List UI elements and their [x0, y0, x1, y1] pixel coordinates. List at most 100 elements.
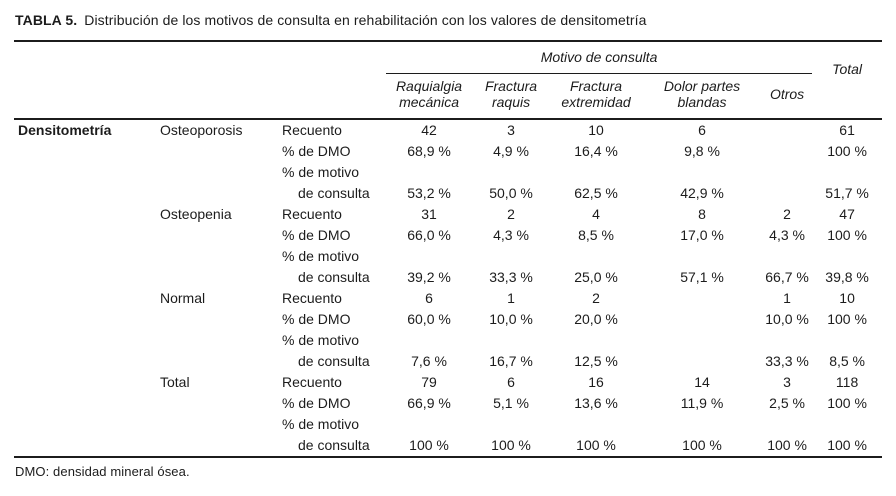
cell: 39,2 %	[407, 269, 451, 285]
corner-cell	[14, 41, 387, 120]
empty-cell	[14, 309, 154, 330]
cell: 4	[592, 206, 600, 222]
empty-cell	[14, 372, 154, 393]
table-row: Total Recuento 79 6 16 14 3 118	[14, 372, 882, 393]
group-label-normal: Normal	[160, 290, 206, 306]
cell	[550, 414, 642, 435]
cell: 4,9 %	[493, 143, 529, 159]
cell: 6	[425, 290, 433, 306]
empty-cell	[14, 288, 154, 309]
cell: 51,7 %	[825, 185, 869, 201]
cell	[762, 141, 812, 162]
stat-label: de consulta	[298, 437, 370, 453]
cell: 3	[783, 374, 791, 390]
cell: 11,9 %	[680, 395, 724, 411]
empty-cell	[154, 330, 276, 351]
densitometry-table: Motivo de consulta Total Raquialgia mecá…	[14, 40, 883, 458]
table-row: % de motivo	[14, 414, 882, 435]
cell: 16	[588, 374, 604, 390]
stat-label: Recuento	[282, 290, 342, 306]
cell: 42	[421, 122, 437, 138]
column-header-dolor-partes-blandas: Dolor partes blandas	[642, 73, 763, 120]
cell	[812, 414, 882, 435]
cell: 6	[698, 122, 706, 138]
cell	[472, 330, 550, 351]
cell: 60,0 %	[407, 311, 451, 327]
cell: 2	[507, 206, 515, 222]
cell: 31	[421, 206, 437, 222]
cell	[762, 162, 812, 183]
cell: 5,1 %	[493, 395, 529, 411]
cell: 118	[835, 374, 859, 390]
empty-cell	[154, 393, 276, 414]
cell: 57,1 %	[680, 269, 724, 285]
empty-cell	[14, 162, 154, 183]
table-row: % de DMO 60,0 % 10,0 % 20,0 % 10,0 % 100…	[14, 309, 882, 330]
stat-label: % de motivo	[282, 416, 360, 432]
header-row-span: Motivo de consulta Total	[14, 41, 883, 120]
empty-cell	[14, 393, 154, 414]
cell: 100 %	[576, 437, 616, 453]
cell: 66,0 %	[407, 227, 451, 243]
cell: 61	[839, 122, 855, 138]
stat-label: % de motivo	[282, 248, 360, 264]
cell: 53,2 %	[407, 185, 451, 201]
empty-cell	[14, 267, 154, 288]
cell: 100 %	[827, 143, 867, 159]
cell	[812, 246, 882, 267]
cell	[386, 162, 472, 183]
cell: 68,9 %	[407, 143, 451, 159]
cell: 12,5 %	[574, 353, 618, 369]
table-header: Motivo de consulta Total Raquialgia mecá…	[14, 41, 883, 120]
cell	[812, 162, 882, 183]
cell: 2	[592, 290, 600, 306]
cell: 62,5 %	[574, 185, 618, 201]
cell: 1	[783, 290, 791, 306]
column-header-otros: Otros	[762, 73, 813, 120]
empty-cell	[154, 246, 276, 267]
stat-label: % de motivo	[282, 332, 360, 348]
cell	[386, 246, 472, 267]
cell: 66,7 %	[765, 269, 809, 285]
stat-label: de consulta	[298, 269, 370, 285]
stat-label: % de DMO	[282, 311, 351, 327]
cell: 100 %	[409, 437, 449, 453]
cell: 42,9 %	[680, 185, 724, 201]
empty-cell	[14, 225, 154, 246]
cell: 16,4 %	[574, 143, 618, 159]
cell: 3	[507, 122, 515, 138]
cell	[550, 246, 642, 267]
cell: 47	[839, 206, 855, 222]
cell: 39,8 %	[825, 269, 869, 285]
cell: 100 %	[491, 437, 531, 453]
cell	[642, 288, 762, 309]
dimension-label: Densitometría	[18, 122, 112, 138]
cell	[472, 246, 550, 267]
total-column-header: Total	[812, 41, 883, 120]
cell: 2,5 %	[769, 395, 805, 411]
cell: 9,8 %	[684, 143, 720, 159]
cell: 10,0 %	[489, 311, 533, 327]
cell: 8,5 %	[829, 353, 865, 369]
cell	[642, 414, 762, 435]
cell: 100 %	[827, 395, 867, 411]
cell: 8	[698, 206, 706, 222]
cell: 79	[421, 374, 437, 390]
table-row: % de DMO 66,0 % 4,3 % 8,5 % 17,0 % 4,3 %…	[14, 225, 882, 246]
cell	[762, 330, 812, 351]
table-row: % de DMO 66,9 % 5,1 % 13,6 % 11,9 % 2,5 …	[14, 393, 882, 414]
table-body: Densitometría Osteoporosis Recuento 42 3…	[14, 119, 882, 457]
cell: 13,6 %	[574, 395, 618, 411]
table-title-text: Distribución de los motivos de consulta …	[84, 12, 647, 28]
empty-cell	[14, 141, 154, 162]
empty-cell	[154, 351, 276, 372]
header-row-columns: Raquialgia mecánica Fractura raquis Frac…	[14, 73, 882, 120]
cell: 14	[694, 374, 710, 390]
cell: 100 %	[827, 437, 867, 453]
cell: 7,6 %	[411, 353, 447, 369]
cell	[812, 330, 882, 351]
stat-label: % de motivo	[282, 164, 360, 180]
cell	[762, 119, 812, 141]
cell	[762, 414, 812, 435]
cell: 100 %	[827, 227, 867, 243]
